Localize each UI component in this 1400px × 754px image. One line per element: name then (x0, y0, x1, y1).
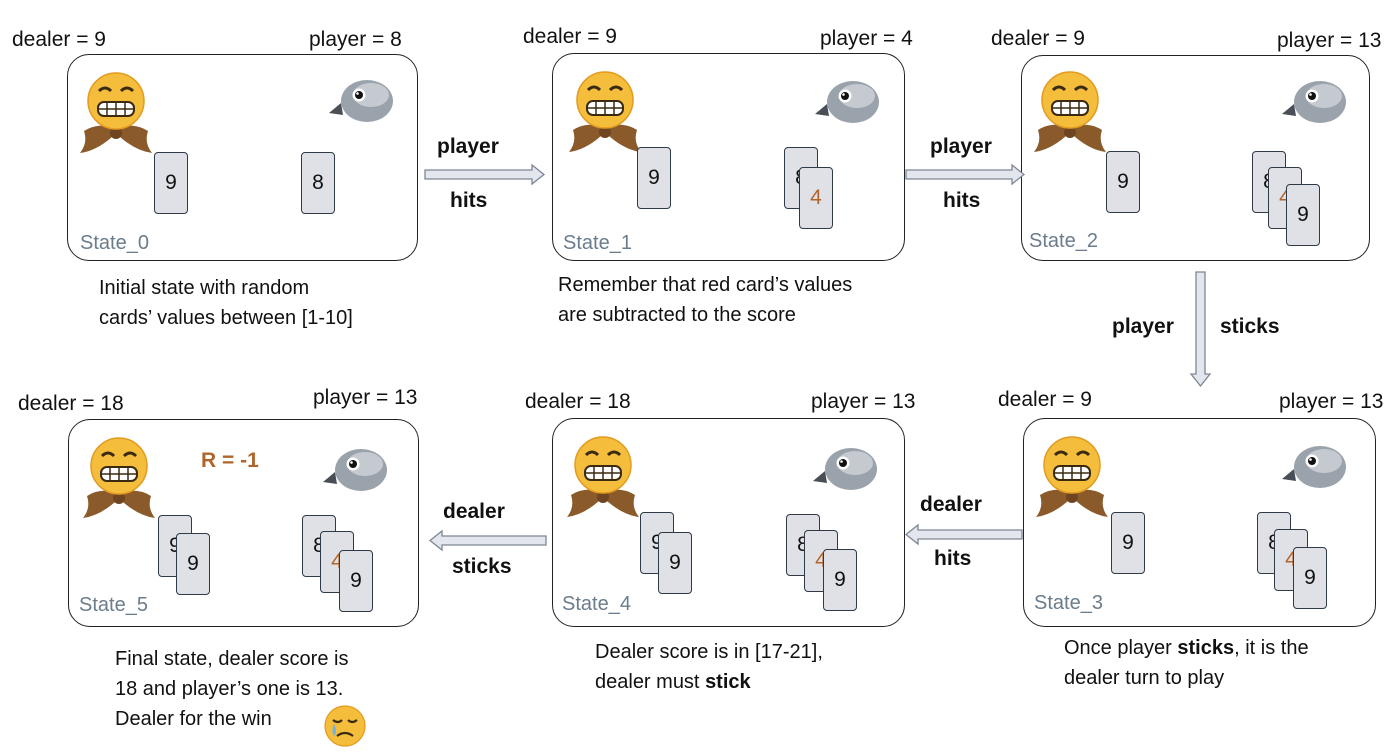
caption-line: 18 and player’s one is 13. (115, 674, 348, 704)
state3-caption: Once player sticks, it is the dealer tur… (1064, 633, 1309, 693)
caption-bold-text: stick (705, 671, 751, 693)
caption-line: Dealer score is in [17-21], (595, 637, 823, 667)
transition-2-action: sticks (1220, 315, 1280, 339)
state1-caption: Remember that red card’s values are subt… (558, 270, 852, 330)
caption-line: Initial state with random (99, 273, 353, 303)
arrow-right-icon (425, 165, 544, 184)
caption-text: , it is the (1234, 637, 1308, 659)
caption-text: Once player (1064, 637, 1177, 659)
transition-4-actor: dealer (443, 500, 505, 524)
transition-3-action: hits (934, 547, 971, 571)
transition-0-actor: player (437, 135, 499, 159)
caption-bold-text: sticks (1177, 637, 1234, 659)
arrow-left-icon (430, 531, 546, 550)
arrow-left-icon (906, 525, 1022, 544)
caption-line: Final state, dealer score is (115, 644, 348, 674)
caption-line: Remember that red card’s values (558, 270, 852, 300)
caption-line: Dealer for the win (115, 704, 348, 734)
transition-2-actor: player (1112, 315, 1174, 339)
transition-1-action: hits (943, 189, 980, 213)
transition-0-action: hits (450, 189, 487, 213)
arrow-right-icon (906, 165, 1024, 184)
state0-caption: Initial state with random cards’ values … (99, 273, 353, 333)
transition-3-actor: dealer (920, 493, 982, 517)
transition-1-actor: player (930, 135, 992, 159)
caption-line: dealer must stick (595, 667, 823, 697)
crying-face-icon (345, 726, 346, 727)
caption-text: dealer must (595, 671, 705, 693)
caption-line: cards’ values between [1-10] (99, 303, 353, 333)
arrow-down-icon (1191, 272, 1210, 386)
caption-line: dealer turn to play (1064, 663, 1309, 693)
transition-4-action: sticks (452, 555, 512, 579)
state5-caption: Final state, dealer score is 18 and play… (115, 644, 348, 734)
caption-line: Once player sticks, it is the (1064, 633, 1309, 663)
caption-line: are subtracted to the score (558, 300, 852, 330)
state4-caption: Dealer score is in [17-21], dealer must … (595, 637, 823, 697)
